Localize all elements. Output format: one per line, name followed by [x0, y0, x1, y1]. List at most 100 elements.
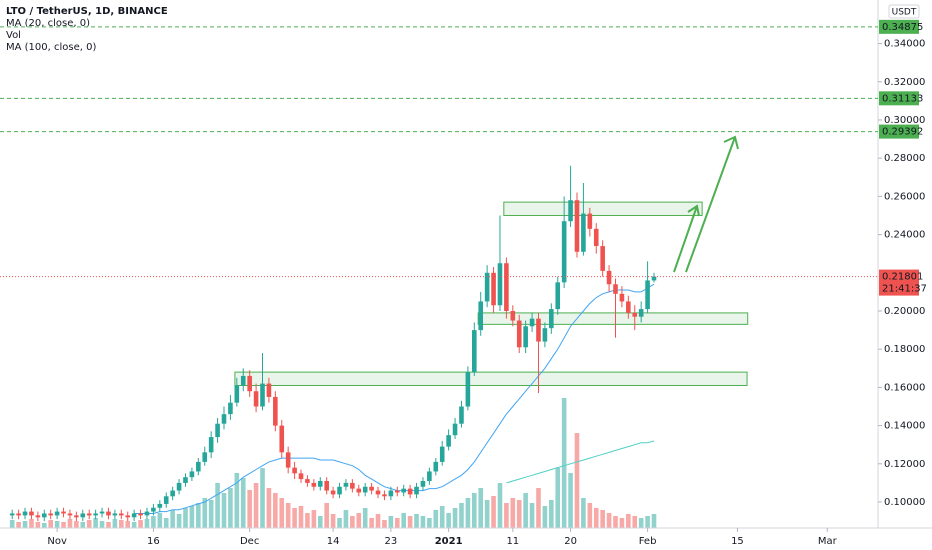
volume-bar — [163, 518, 169, 528]
volume-bar — [48, 520, 54, 528]
candle-body — [388, 490, 394, 497]
candle-body — [497, 263, 503, 306]
candle-body — [170, 490, 175, 497]
candle-body — [253, 391, 259, 407]
volume-bar — [593, 508, 599, 528]
candle-body — [292, 467, 297, 474]
candle-body — [523, 326, 528, 348]
volume-bar — [401, 513, 407, 528]
candle-body — [99, 511, 105, 514]
volume-bar — [138, 520, 143, 528]
candle-body — [478, 301, 484, 331]
volume-bar — [581, 498, 586, 528]
volume-bar — [561, 398, 567, 528]
y-tick-label: 0.20000 — [884, 306, 925, 317]
candle-body — [356, 488, 362, 493]
volume-bar — [144, 519, 150, 528]
candle-body — [228, 402, 233, 415]
volume-bar — [61, 522, 66, 528]
volume-bar — [452, 508, 458, 528]
candle-body — [619, 293, 625, 302]
volume-bar — [568, 473, 573, 528]
candle-body — [439, 446, 445, 462]
candle-body — [516, 320, 522, 348]
candle-body — [427, 471, 432, 482]
volume-bar — [600, 510, 605, 528]
candle-body — [29, 511, 34, 516]
y-tick-label: 0.32000 — [884, 77, 925, 88]
candle-body — [61, 511, 66, 514]
volume-bar — [549, 500, 554, 528]
candle-body — [568, 200, 573, 222]
legend-entry: MA (20, close, 0) — [6, 18, 90, 29]
volume-bar — [80, 522, 86, 528]
volume-bar — [260, 468, 265, 528]
zone — [234, 371, 748, 386]
volume-bar — [343, 510, 349, 528]
candle-body — [536, 318, 541, 342]
volume-bar — [157, 513, 163, 528]
x-tick-label: 20 — [564, 536, 577, 547]
volume-bar — [497, 483, 503, 528]
candle-body — [324, 481, 329, 491]
volume-bar — [427, 518, 432, 528]
candle-body — [215, 423, 220, 438]
candle-body — [651, 276, 657, 281]
y-tick-label: 0.34000 — [884, 39, 925, 50]
volume-bar — [362, 508, 368, 528]
level-label-box — [879, 124, 919, 139]
candle-body — [394, 490, 400, 493]
x-tick-label: Nov — [47, 536, 67, 547]
candle-body — [465, 372, 471, 407]
volume-bar — [375, 514, 381, 528]
y-tick-label: 0.10000 — [884, 497, 925, 508]
volume-bar — [41, 523, 47, 528]
y-tick-label: 0.28000 — [884, 153, 925, 164]
volume-bar — [125, 521, 131, 528]
volume-bar — [388, 516, 394, 528]
level-label: 0.34875 — [882, 22, 923, 33]
candle-body — [119, 513, 124, 516]
candle-body — [138, 513, 143, 516]
candle-body — [208, 437, 214, 453]
volume-bar — [324, 503, 329, 528]
candle-body — [93, 513, 98, 516]
candle-body — [144, 511, 150, 516]
candle-body — [221, 414, 227, 424]
volume-bar — [651, 514, 657, 528]
volume-bar — [74, 521, 79, 528]
volume-bar — [638, 518, 644, 528]
volume-bar — [459, 503, 464, 528]
candle-body — [459, 406, 464, 424]
volume-bar — [208, 500, 214, 528]
candle-body — [587, 213, 593, 229]
candle-body — [504, 263, 509, 311]
x-tick-label: Mar — [818, 536, 838, 547]
candle-body — [305, 479, 310, 483]
candle-body — [54, 511, 60, 516]
ma-line — [134, 283, 655, 514]
candle-body — [626, 301, 631, 313]
candle-body — [260, 383, 265, 407]
candle-body — [549, 309, 554, 329]
candle-body — [189, 471, 195, 478]
candle-body — [606, 270, 612, 285]
volume-bar — [196, 503, 201, 528]
candle-body — [285, 452, 291, 468]
ma-line — [506, 440, 655, 484]
volume-bar — [394, 518, 400, 528]
volume-bar — [54, 521, 60, 528]
volume-bar — [523, 493, 528, 528]
candle-body — [638, 309, 644, 317]
volume-bar — [240, 478, 246, 528]
candle-body — [382, 494, 387, 497]
candle-body — [529, 318, 535, 327]
zone — [477, 312, 749, 325]
y-tick-label: 0.24000 — [884, 230, 925, 241]
volume-bar — [215, 483, 220, 528]
volume-bar — [99, 521, 105, 528]
volume-bar — [555, 468, 561, 528]
volume-bar — [305, 513, 310, 528]
last-price-label: 0.21801 — [882, 272, 923, 283]
